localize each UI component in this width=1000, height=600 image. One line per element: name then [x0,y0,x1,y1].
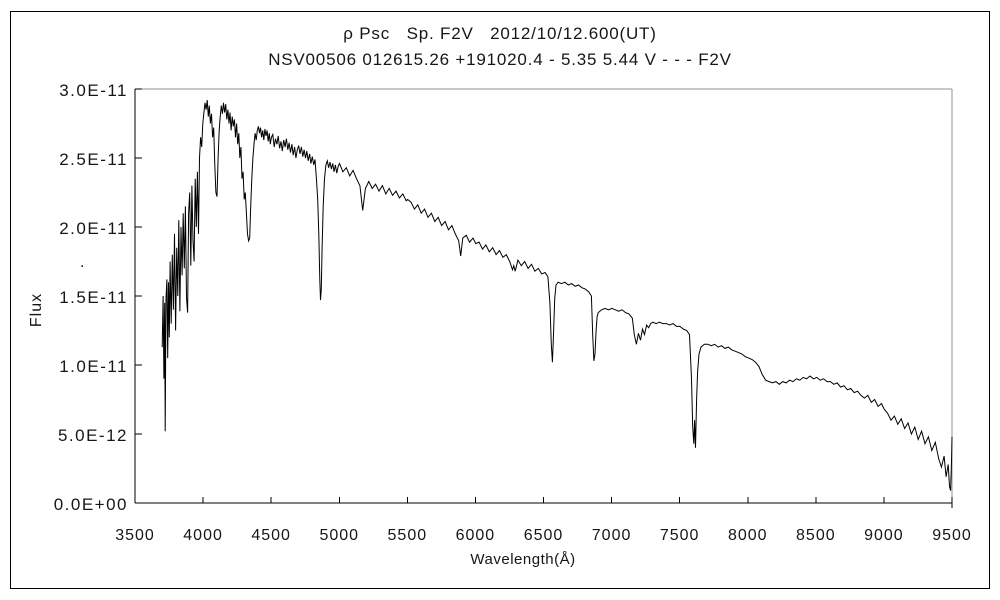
x-tick-label: 5000 [319,527,360,544]
x-tick-label: 7000 [591,527,632,544]
y-tick-label: 1.5E-11 [59,288,128,307]
chart-subtitle: NSV00506 012615.26 +191020.4 - 5.35 5.44… [268,50,732,69]
y-tick-label: 3.0E-11 [59,81,128,100]
y-tick-label: 2.0E-11 [59,219,128,238]
x-tick-label: 9000 [864,527,904,544]
x-tick-label: 7500 [659,527,700,544]
x-tick-label: 9500 [932,527,972,544]
y-tick-label: 0.0E+00 [53,495,128,514]
y-tick-label: 2.5E-11 [59,150,128,169]
y-tick-label: 5.0E-12 [57,426,128,445]
x-tick-label: 6500 [523,527,564,544]
x-tick-label: 4500 [251,527,291,544]
x-tick-label: 4000 [183,527,223,544]
x-tick-label: 5500 [387,527,428,544]
x-tick-label: 8000 [727,527,768,544]
x-tick-label: 3500 [115,527,155,544]
spectrum-curve [161,99,953,491]
outer-border [10,11,990,589]
x-tick-label: 8500 [796,527,836,544]
x-axis-label: Wavelength(Å) [470,551,576,568]
y-tick-label: 1.0E-11 [59,357,128,376]
x-tick-label: 6000 [455,527,496,544]
chart-title: ρ Psc Sp. F2V 2012/10/12.600(UT) [343,24,657,43]
stray-dot: . [80,254,85,271]
